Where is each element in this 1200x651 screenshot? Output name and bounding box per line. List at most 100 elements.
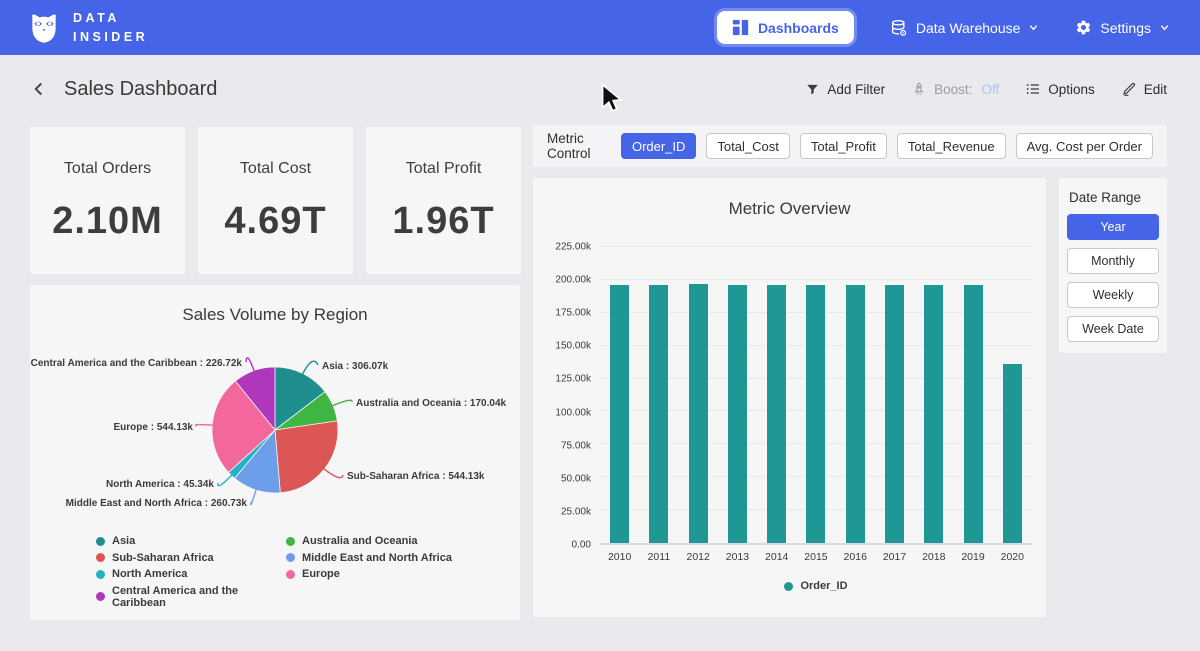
bar-slot [796, 247, 835, 543]
pie-label-north-america: North America : 45.34k [106, 479, 214, 490]
y-tick-label: 75.00k [561, 440, 591, 451]
bar-2014 [767, 285, 786, 543]
x-tick-2015: 2015 [796, 551, 835, 563]
kpi-value: 1.96T [392, 200, 494, 243]
bar-2013 [728, 285, 747, 543]
date-range-week-date[interactable]: Week Date [1067, 316, 1159, 342]
options-button[interactable]: Options [1025, 81, 1095, 97]
header-actions: Add Filter Boost: Off Options Edit [805, 81, 1167, 97]
bar-2011 [649, 285, 668, 543]
x-tick-2014: 2014 [757, 551, 796, 563]
metric-control-buttons: Order_ID Total_Cost Total_Profit Total_Reve… [621, 133, 1153, 159]
database-icon [890, 19, 908, 37]
bar-chart-title: Metric Overview [533, 199, 1046, 219]
bar-2017 [885, 285, 904, 543]
legend-dot [286, 537, 295, 546]
y-tick-label: 200.00k [555, 275, 591, 286]
nav-menu: Dashboards Data Warehouse Settings [717, 11, 1170, 44]
pie-leader-line [218, 474, 233, 486]
brand-line2: INSIDER [73, 28, 148, 46]
pie-legend-item-sub-saharan-africa: Sub-Saharan Africa [96, 552, 286, 564]
y-tick-label: 50.00k [561, 473, 591, 484]
boost-toggle[interactable]: Boost: Off [911, 81, 999, 97]
bar-2016 [846, 285, 865, 543]
legend-dot [286, 570, 295, 579]
pie-leader-line [251, 488, 257, 504]
back-button[interactable] [24, 74, 54, 104]
add-filter-button[interactable]: Add Filter [805, 82, 885, 97]
x-tick-2010: 2010 [600, 551, 639, 563]
edit-button[interactable]: Edit [1121, 81, 1167, 97]
pie-legend-item-australia-and-oceania: Australia and Oceania [286, 535, 452, 547]
y-tick-label: 225.00k [555, 242, 591, 253]
pie-chart: Asia : 306.07kAustralia and Oceania : 17… [30, 333, 520, 528]
nav-dashboards-label: Dashboards [758, 20, 839, 36]
kpi-card-total-profit: Total Profit 1.96T [366, 127, 521, 274]
bar-slot [953, 247, 992, 543]
x-tick-2011: 2011 [639, 551, 678, 563]
legend-label: Asia [112, 535, 135, 547]
pie-legend-item-central-america-and-the-caribbean: Central America and the Caribbean [96, 585, 286, 609]
gear-icon [1075, 19, 1092, 36]
legend-label: Central America and the Caribbean [112, 585, 286, 609]
legend-dot [784, 582, 793, 591]
kpi-value: 2.10M [52, 200, 163, 243]
date-range-year[interactable]: Year [1067, 214, 1159, 240]
date-range-weekly[interactable]: Weekly [1067, 282, 1159, 308]
legend-label: Order_ID [800, 580, 847, 592]
filter-funnel-icon [805, 82, 820, 97]
legend-dot [96, 553, 105, 562]
pie-label-australia-and-oceania: Australia and Oceania : 170.04k [356, 398, 507, 409]
x-tick-2013: 2013 [718, 551, 757, 563]
pie-leader-line [195, 425, 214, 426]
legend-label: Europe [302, 568, 340, 580]
bar-2012 [689, 284, 708, 543]
pie-label-middle-east-and-north-africa: Middle East and North Africa : 260.73k [66, 498, 248, 509]
bar-chart-bars [600, 247, 1032, 543]
legend-label: Sub-Saharan Africa [112, 552, 214, 564]
kpi-label: Total Cost [240, 160, 311, 178]
date-range-monthly[interactable]: Monthly [1067, 248, 1159, 274]
options-label: Options [1048, 82, 1095, 97]
y-tick-label: 100.00k [555, 407, 591, 418]
boost-label: Boost: [934, 82, 972, 97]
metric-option-order-id[interactable]: Order_ID [621, 133, 696, 159]
chevron-left-icon [28, 78, 50, 100]
nav-data-warehouse[interactable]: Data Warehouse [890, 19, 1040, 37]
brand-logo[interactable]: DATA INSIDER [26, 9, 148, 45]
top-nav: DATA INSIDER Dashboards Data Warehouse [0, 0, 1200, 55]
edit-label: Edit [1144, 82, 1167, 97]
pie-legend-item-asia: Asia [96, 535, 286, 547]
page-header: Sales Dashboard Add Filter Boost: Off Op… [0, 55, 1200, 123]
metric-option-total-profit[interactable]: Total_Profit [800, 133, 887, 159]
pie-label-central-america-and-the-caribbean: Central America and the Caribbean : 226.… [31, 358, 243, 369]
nav-dashboards-button[interactable]: Dashboards [717, 11, 854, 44]
metric-option-total-cost[interactable]: Total_Cost [706, 133, 789, 159]
bar-slot [914, 247, 953, 543]
nav-data-warehouse-label: Data Warehouse [916, 20, 1021, 36]
legend-label: North America [112, 568, 187, 580]
bar-chart-legend: Order_ID [600, 580, 1032, 592]
y-tick-label: 0.00 [572, 540, 591, 551]
x-tick-2019: 2019 [953, 551, 992, 563]
pie-label-sub-saharan-africa: Sub-Saharan Africa : 544.13k [347, 471, 485, 482]
y-tick-label: 175.00k [555, 308, 591, 319]
pie-leader-line [323, 468, 343, 478]
pie-legend-item-north-america: North America [96, 568, 286, 580]
pie-legend-item-europe: Europe [286, 568, 452, 580]
pie-chart-title: Sales Volume by Region [30, 305, 520, 325]
pie-legend-item-middle-east-and-north-africa: Middle East and North Africa [286, 552, 452, 564]
y-tick-label: 150.00k [555, 341, 591, 352]
date-range-panel: Date Range YearMonthlyWeeklyWeek Date [1059, 178, 1167, 353]
pie-label-europe: Europe : 544.13k [114, 422, 194, 433]
metric-option-avg-cost-per-order[interactable]: Avg. Cost per Order [1016, 133, 1153, 159]
page-title: Sales Dashboard [64, 78, 217, 101]
bar-slot [718, 247, 757, 543]
add-filter-label: Add Filter [827, 82, 885, 97]
metric-option-total-revenue[interactable]: Total_Revenue [897, 133, 1006, 159]
legend-dot [96, 537, 105, 546]
nav-settings[interactable]: Settings [1075, 19, 1170, 36]
kpi-value: 4.69T [224, 200, 326, 243]
bar-2019 [964, 285, 983, 544]
bar-slot [993, 247, 1032, 543]
